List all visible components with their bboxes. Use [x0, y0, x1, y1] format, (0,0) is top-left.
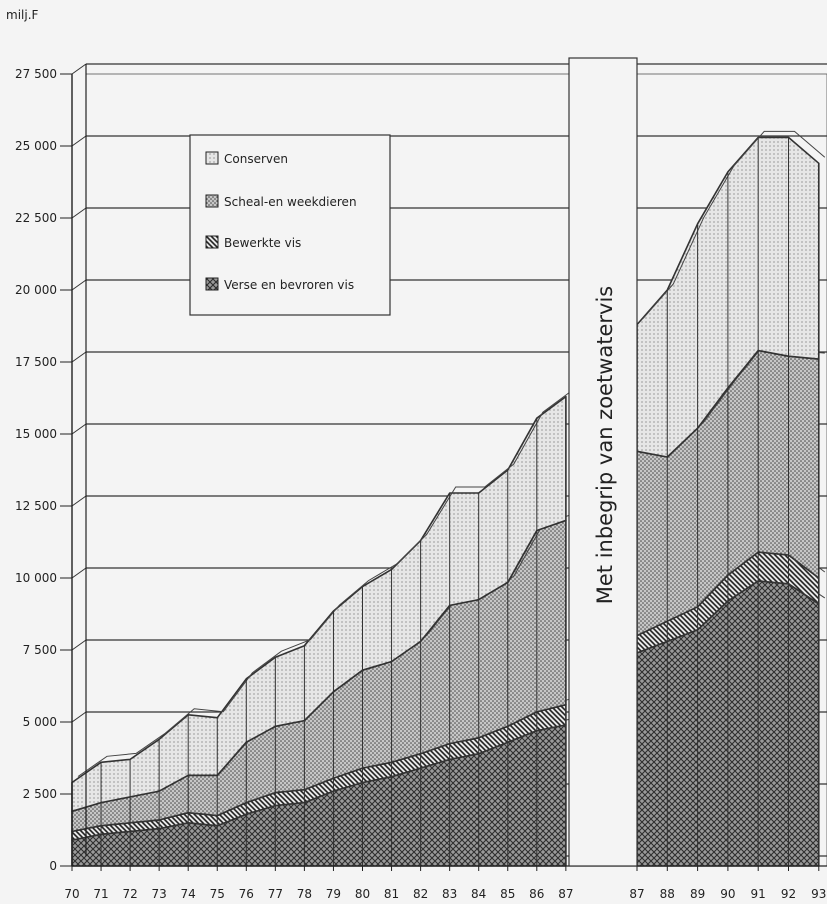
x-tick-label: 92: [781, 887, 796, 901]
x-tick-label: 78: [297, 887, 312, 901]
x-tick-label: 89: [690, 887, 705, 901]
x-tick-label: 84: [471, 887, 486, 901]
x-tick-label: 77: [268, 887, 283, 901]
x-tick-label: 82: [413, 887, 428, 901]
area-layer: [71, 130, 826, 867]
legend-box: [189, 134, 391, 316]
x-tick-label: 75: [210, 887, 225, 901]
y-tick-label: 7 500: [23, 643, 57, 657]
y-tick-label: 10 000: [15, 571, 57, 585]
x-tick-label: 80: [355, 887, 370, 901]
y-tick-label: 25 000: [15, 139, 57, 153]
x-tick-label: 87: [629, 887, 644, 901]
grid-diagonal: [71, 711, 87, 723]
grid-diagonal: [71, 351, 87, 363]
x-tick-label: 85: [500, 887, 515, 901]
x-tick-label: 71: [93, 887, 108, 901]
x-tick-label: 74: [181, 887, 196, 901]
legend-swatch-bewerkte: [205, 235, 219, 249]
x-tick-label: 83: [442, 887, 457, 901]
y-tick-label: 12 500: [15, 499, 57, 513]
legend-swatch-conserven: [205, 151, 219, 165]
break-band-rect: [568, 57, 638, 867]
grid-diagonal: [71, 279, 87, 291]
legend: Conserven Scheal-en weekdieren Bewerkte …: [189, 134, 391, 316]
legend-swatch-verse: [205, 277, 219, 291]
x-tick-label: 90: [720, 887, 735, 901]
axis-layer: 0 2 500 5 000 7 500 10 000 12 500 15 000 17 500…: [15, 64, 827, 901]
y-tick-label: 0: [49, 859, 57, 873]
grid-diagonal: [71, 423, 87, 435]
y-tick-label: 27 500: [15, 67, 57, 81]
grid-diagonal: [71, 207, 87, 219]
break-note: Met inbegrip van zoetwatervis: [593, 286, 617, 605]
x-tick-label: 79: [326, 887, 341, 901]
x-tick-label: 93: [811, 887, 826, 901]
legend-label-bewerkte: Bewerkte vis: [224, 236, 301, 250]
y-tick-label: 2 500: [23, 787, 57, 801]
x-tick-label: 76: [239, 887, 254, 901]
grid-diagonal: [71, 495, 87, 507]
x-tick-label: 70: [64, 887, 79, 901]
break-band: Met inbegrip van zoetwatervis: [568, 57, 638, 867]
x-tick-label: 86: [529, 887, 544, 901]
y-tick-label: 17 500: [15, 355, 57, 369]
y-tick-label: 15 000: [15, 427, 57, 441]
y-tick-label: 20 000: [15, 283, 57, 297]
ridge-conserven-2: [642, 130, 826, 319]
x-tick-label: 73: [152, 887, 167, 901]
grid-diagonal: [71, 135, 87, 147]
y-tick-label: 22 500: [15, 211, 57, 225]
unit-label: milj.F: [6, 8, 39, 22]
grid-diagonal: [71, 639, 87, 651]
ridge-conserven-1: [77, 390, 573, 777]
x-tick-label: 87: [558, 887, 573, 901]
legend-label-verse: Verse en bevroren vis: [224, 278, 354, 292]
x-tick-label: 72: [122, 887, 137, 901]
x-tick-label: 81: [384, 887, 399, 901]
grid-diagonal: [71, 567, 87, 579]
x-tick-label: 88: [660, 887, 675, 901]
legend-swatch-scheal: [205, 194, 219, 208]
legend-label-scheal: Scheal-en weekdieren: [224, 195, 357, 209]
x-tick-label: 91: [751, 887, 766, 901]
grid-diagonal: [71, 63, 87, 75]
y-tick-label: 5 000: [23, 715, 57, 729]
legend-label-conserven: Conserven: [224, 152, 288, 166]
